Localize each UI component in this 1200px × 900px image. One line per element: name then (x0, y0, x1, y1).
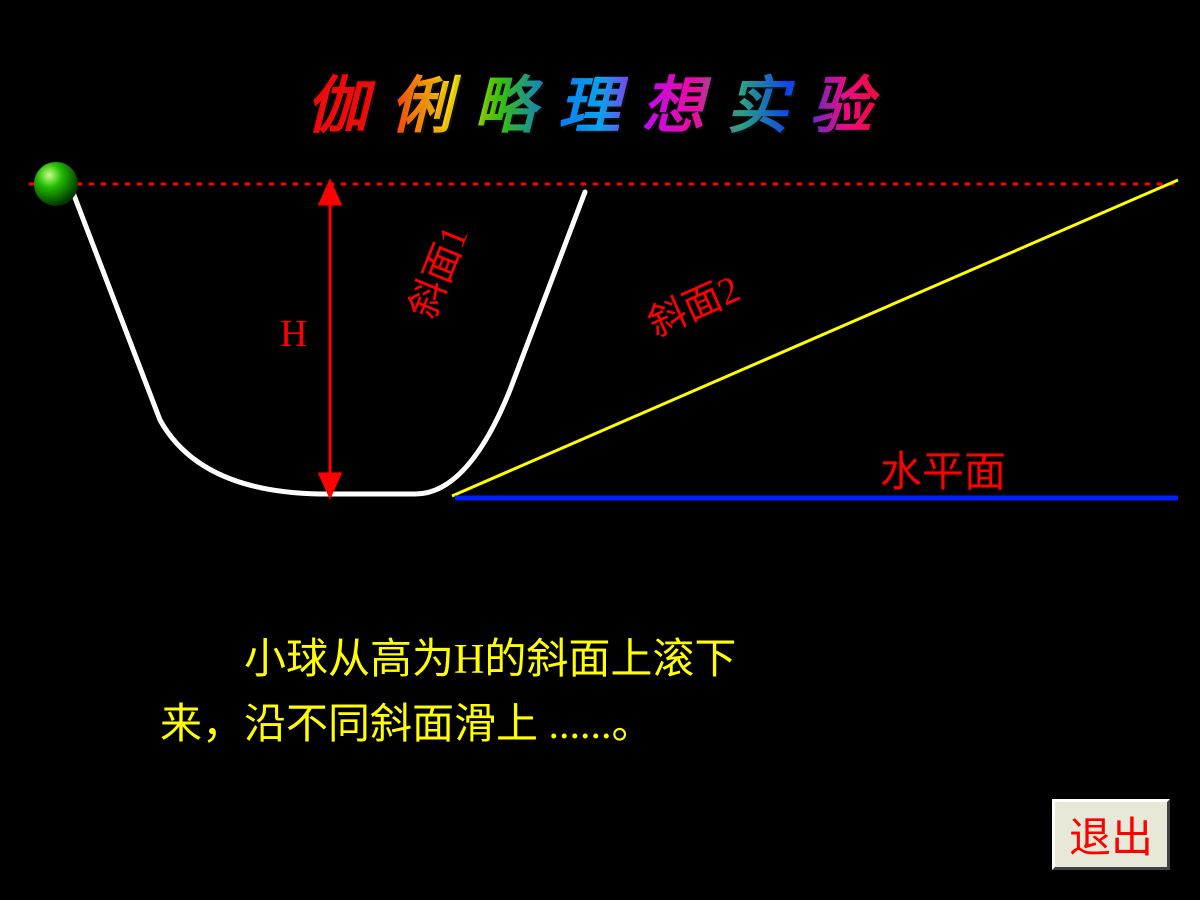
page-title: 伽俐略理想实验 (306, 55, 894, 145)
diagram-svg (0, 160, 1200, 540)
height-arrow (320, 182, 340, 496)
caption-line1: 小球从高为H的斜面上滚下 (160, 628, 736, 693)
ramp2-line (452, 180, 1178, 496)
label-height: H (280, 312, 307, 356)
exit-button[interactable]: 退出 (1052, 799, 1170, 870)
galileo-diagram: H 斜面1 斜面2 水平面 (0, 160, 1200, 540)
caption-text: 小球从高为H的斜面上滚下 来，沿不同斜面滑上 ......。 (160, 628, 736, 758)
ball (34, 162, 78, 206)
caption-line2: 来，沿不同斜面滑上 ......。 (160, 702, 654, 748)
label-horizontal: 水平面 (880, 438, 1006, 499)
